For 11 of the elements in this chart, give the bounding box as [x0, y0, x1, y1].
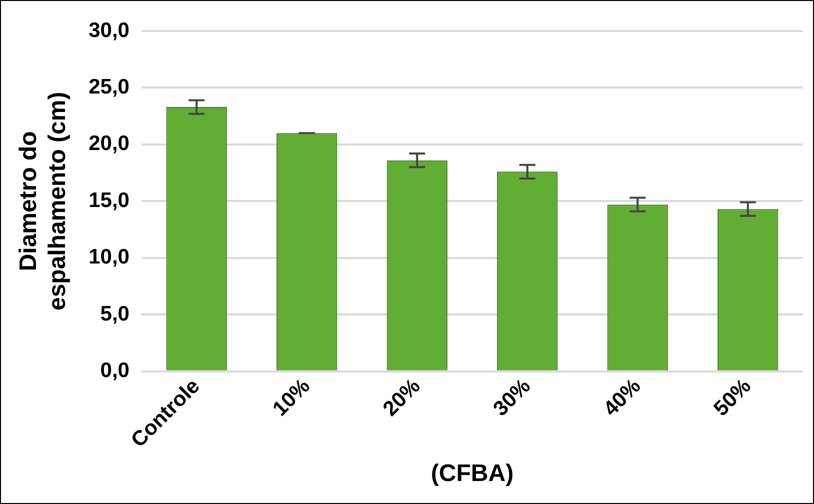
x-axis-title: (CFBA)	[430, 460, 514, 488]
x-tick-label: 40%	[599, 374, 646, 421]
y-tick-label: 30,0	[88, 18, 130, 42]
y-axis-title: Diametro do espalhamento (cm)	[15, 92, 71, 311]
y-tick-label: 20,0	[88, 132, 130, 156]
y-tick-label: 10,0	[88, 246, 130, 269]
y-tick-label: 15,0	[88, 188, 130, 212]
y-tick-label: 5,0	[100, 302, 130, 326]
x-tick-label: 50%	[710, 374, 756, 421]
y-tick-label: 0,0	[100, 359, 130, 382]
y-tick-label: 25,0	[88, 76, 130, 99]
